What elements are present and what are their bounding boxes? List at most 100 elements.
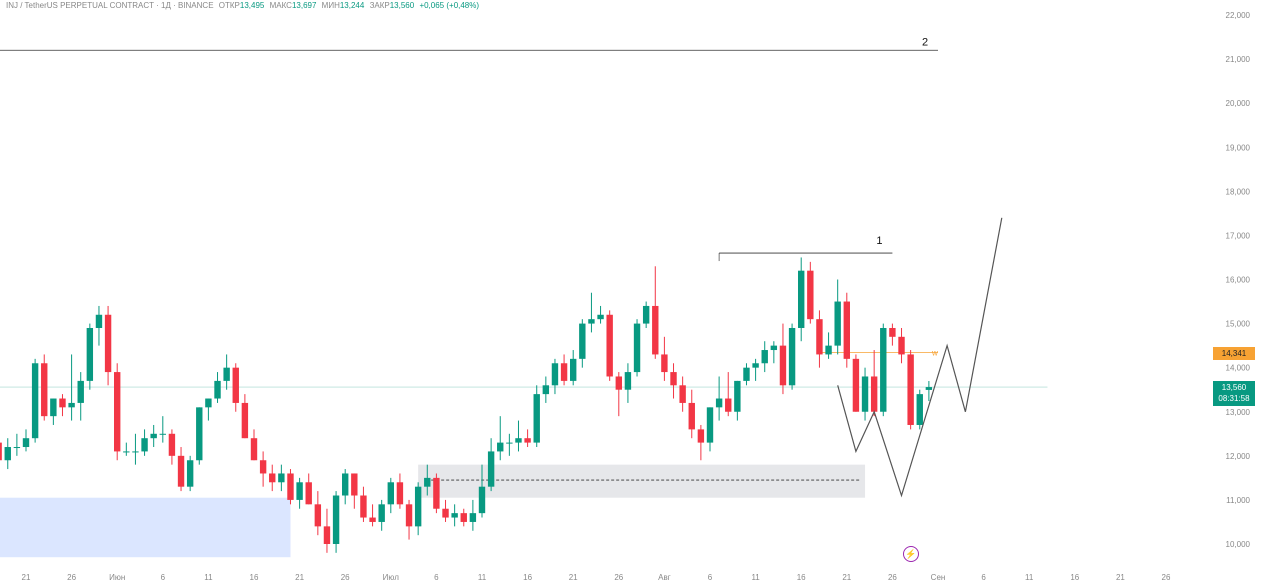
candle-down	[816, 319, 823, 355]
x-tick-label: 6	[434, 573, 439, 582]
candle-up	[278, 473, 285, 483]
close-label: ЗАКР	[369, 1, 390, 10]
candle-up	[332, 495, 340, 544]
y-tick-label: 19,000	[1226, 143, 1251, 152]
x-tick-label: Июн	[109, 573, 125, 582]
candle-down	[369, 517, 376, 522]
candle-up	[642, 305, 650, 324]
candle-down	[241, 402, 249, 439]
x-tick-label: 11	[478, 573, 487, 582]
candle-down	[360, 495, 367, 518]
current-price-value: 13,560	[1221, 383, 1247, 392]
x-tick-label: 11	[204, 573, 213, 582]
x-tick-label: 6	[708, 573, 713, 582]
candle-down	[323, 526, 331, 544]
candle-up	[533, 394, 540, 443]
candle-down	[59, 398, 66, 408]
candle-up	[752, 363, 759, 368]
x-tick-label: 26	[341, 573, 350, 582]
candle-down	[870, 376, 878, 412]
candle-down	[725, 398, 732, 412]
high-value: 13,697	[291, 1, 317, 10]
candle-down	[679, 385, 686, 403]
x-tick-label: 16	[250, 573, 259, 582]
candle-up	[861, 376, 869, 412]
candle-up	[597, 314, 604, 320]
candle-up	[506, 442, 513, 444]
candle-down	[314, 504, 322, 527]
low-value: 13,244	[339, 1, 365, 10]
candle-up	[159, 433, 166, 435]
candle-down	[177, 455, 185, 487]
candle-down	[269, 473, 276, 483]
y-tick-label: 21,000	[1226, 55, 1251, 64]
y-tick-label: 13,000	[1226, 408, 1251, 417]
candle-up	[633, 323, 641, 373]
candle-up	[478, 486, 486, 514]
candle-up	[834, 301, 841, 346]
candle-down	[524, 438, 531, 443]
x-tick-label: 6	[981, 573, 986, 582]
open-value: 13,495	[239, 1, 265, 10]
candle-down	[168, 433, 176, 456]
candle-up	[296, 482, 303, 500]
candle-down	[852, 358, 860, 412]
candle-up	[469, 513, 477, 522]
candle-up	[186, 460, 194, 487]
x-tick-label: 26	[1162, 573, 1171, 582]
x-tick-label: 21	[569, 573, 578, 582]
close-value: 13,560	[389, 1, 415, 10]
candle-up	[223, 367, 230, 381]
candle-up	[50, 398, 57, 417]
candle-down	[405, 504, 413, 527]
candle-up	[497, 442, 504, 452]
candle-up	[95, 314, 103, 328]
candle-up	[451, 513, 458, 518]
candle-up	[825, 345, 832, 355]
candle-up	[68, 402, 75, 408]
candle-up	[788, 327, 796, 386]
candle-up	[880, 327, 887, 412]
y-tick-label: 22,000	[1226, 11, 1251, 20]
candle-up	[378, 504, 385, 522]
candle-down	[889, 327, 896, 337]
change-value: +0,065 (+0,48%)	[419, 1, 480, 10]
candle-up	[22, 438, 30, 448]
candle-up	[424, 477, 431, 487]
candle-up	[342, 473, 349, 496]
x-tick-label: Сен	[931, 573, 946, 582]
candle-down	[305, 482, 312, 505]
candle-up	[588, 319, 595, 324]
demand-zone	[0, 497, 291, 558]
candle-up	[916, 394, 923, 425]
candle-up	[31, 363, 39, 439]
x-tick-label: 21	[295, 573, 304, 582]
candle-down	[232, 367, 239, 403]
candle-down	[670, 372, 677, 386]
lightning-icon[interactable]: ⚡	[903, 546, 919, 562]
x-tick-label: 11	[1025, 573, 1034, 582]
symbol-title: INJ / TetherUS PERPETUAL CONTRACT · 1Д ·…	[6, 1, 214, 10]
x-tick-label: 21	[842, 573, 851, 582]
x-tick-label: 16	[797, 573, 806, 582]
candle-up	[86, 327, 94, 381]
candle-up	[123, 451, 130, 453]
candle-down	[688, 402, 695, 430]
candle-down	[442, 508, 449, 518]
candle-up	[487, 451, 495, 487]
candle-down	[460, 513, 467, 522]
candle-up	[414, 486, 422, 527]
x-tick-label: 11	[751, 573, 760, 582]
candle-down	[287, 473, 294, 500]
candle-up	[205, 398, 212, 408]
x-tick-label: 21	[1116, 573, 1125, 582]
candle-down	[560, 363, 568, 381]
y-tick-label: 14,000	[1226, 364, 1251, 373]
candle-up	[579, 323, 586, 359]
candle-up	[798, 270, 805, 328]
label-2: 2	[922, 36, 928, 48]
candle-up	[734, 380, 741, 412]
candle-countdown: 08:31:58	[1218, 394, 1250, 403]
